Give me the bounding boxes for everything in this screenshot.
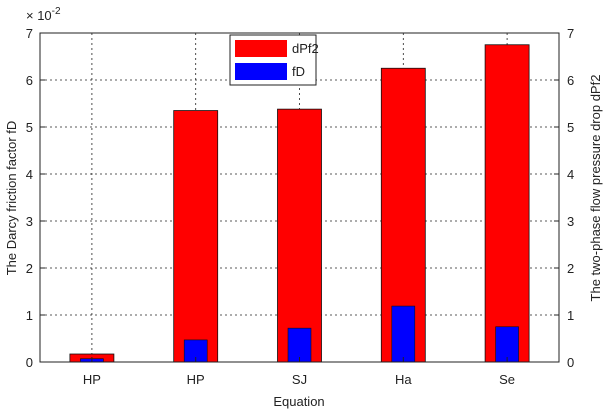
x-tick-label-2: SJ — [292, 372, 307, 387]
bar-fD-3 — [391, 305, 416, 363]
left-tick-label-0: 0 — [26, 355, 33, 370]
x-tick-label-3: Ha — [395, 372, 412, 387]
x-axis-title: Equation — [273, 394, 324, 409]
right-tick-label-5: 5 — [567, 120, 574, 135]
right-tick-label-3: 3 — [567, 214, 574, 229]
legend: dPf2 fD — [229, 34, 319, 86]
y-axis-right-title: The two-phase flow pressure drop dPf2 — [588, 75, 603, 302]
x-tick-label-1: HP — [187, 372, 205, 387]
legend-label-dpf2: dPf2 — [292, 41, 319, 56]
left-tick-label-2: 2 — [26, 261, 33, 276]
left-tick-label-1: 1 — [26, 308, 33, 323]
x-tick-label-0: HP — [83, 372, 101, 387]
legend-label-fd: fD — [292, 64, 305, 79]
right-tick-label-1: 1 — [567, 308, 574, 323]
x-axis-ticks: HP HP SJ Ha Se — [83, 357, 515, 387]
left-tick-label-5: 5 — [26, 120, 33, 135]
axis-multiplier: × 10-2 — [26, 6, 61, 23]
bar-fD-2 — [287, 327, 312, 363]
bar-dPf2-2 — [277, 108, 322, 363]
bars-group — [69, 44, 530, 363]
left-tick-label-3: 3 — [26, 214, 33, 229]
bar-dPf2-1 — [173, 110, 219, 363]
y-axis-left-title: The Darcy friction factor fD — [4, 121, 19, 276]
right-tick-label-4: 4 — [567, 167, 574, 182]
legend-swatch-fd — [235, 63, 287, 80]
right-tick-label-2: 2 — [567, 261, 574, 276]
axis-multiplier-exponent: -2 — [52, 6, 61, 17]
grid-lines — [40, 33, 559, 362]
right-axis-ticks: 0 1 2 3 4 5 6 7 — [554, 26, 574, 370]
left-tick-label-6: 6 — [26, 73, 33, 88]
right-tick-label-7: 7 — [567, 26, 574, 41]
left-axis-ticks: 0 1 2 3 4 5 6 7 — [26, 26, 45, 370]
legend-swatch-dpf2 — [235, 40, 287, 57]
bar-dPf2-4 — [484, 44, 530, 363]
x-tick-label-4: Se — [499, 372, 515, 387]
left-tick-label-4: 4 — [26, 167, 33, 182]
right-tick-label-6: 6 — [567, 73, 574, 88]
bar-fD-4 — [495, 326, 519, 363]
left-tick-label-7: 7 — [26, 26, 33, 41]
right-tick-label-0: 0 — [567, 355, 574, 370]
